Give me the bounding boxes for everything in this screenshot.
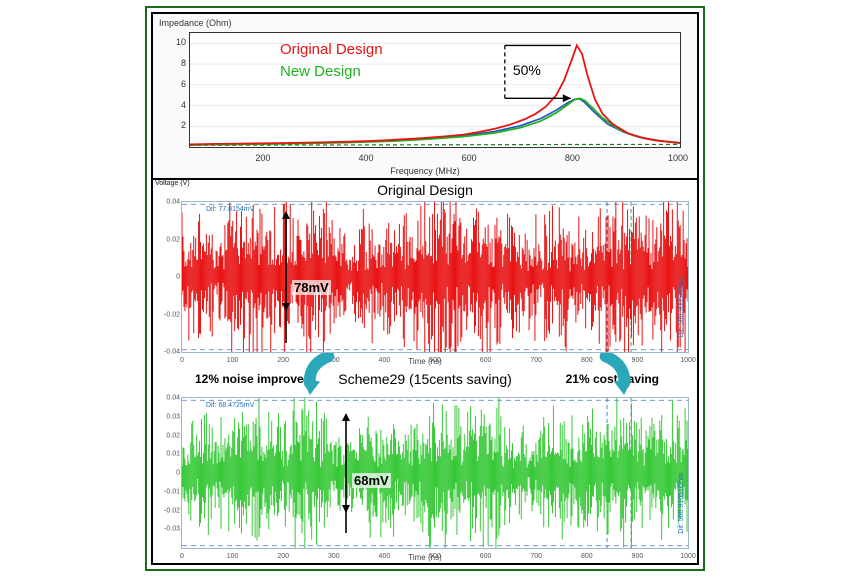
- y-tick: 0.02: [154, 236, 180, 243]
- x-tick: 700: [530, 553, 542, 560]
- x-tick: 1000: [680, 357, 696, 364]
- original-noise-plot: Dif: 77.8154mV Dif: 500.90051Ohm 78mV -0…: [153, 199, 697, 367]
- x-axis-title: Frequency (MHz): [390, 166, 460, 176]
- x-tick: 100: [227, 553, 239, 560]
- y-tick: 10: [170, 37, 186, 47]
- impedance-chart-panel: Impedance (Ohm) Original Design New Desi…: [151, 12, 699, 180]
- x-tick: 1000: [680, 553, 696, 560]
- vspan-arrow-new: [340, 413, 352, 533]
- x-tick: 900: [632, 553, 644, 560]
- y-tick: -0.04: [154, 349, 180, 356]
- legend-original: Original Design: [280, 41, 383, 58]
- new-noise-svg: [182, 398, 688, 548]
- new-mv-label: 68mV: [352, 473, 391, 488]
- marker-diff-bottom: Dif: 68.4725mV: [206, 402, 254, 409]
- y-tick: -0.02: [154, 507, 180, 514]
- original-mv-label: 78mV: [292, 280, 331, 295]
- vspan-arrow-original: [280, 211, 292, 343]
- marker-right-bottom: Dif: 500.91051Ohm: [679, 473, 686, 534]
- x-tick: 700: [530, 357, 542, 364]
- y-tick: -0.01: [154, 488, 180, 495]
- x-tick: 900: [632, 357, 644, 364]
- x-tick: 0: [180, 553, 184, 560]
- y-tick: 0.01: [154, 451, 180, 458]
- x-tick: 200: [255, 153, 270, 163]
- x-tick: 200: [277, 553, 289, 560]
- curved-arrow-right: [597, 353, 631, 395]
- original-noise-svg: [182, 202, 688, 352]
- y-axis-title: Impedance (Ohm): [159, 18, 232, 28]
- y-tick: 0.02: [154, 432, 180, 439]
- y-tick: 0.03: [154, 413, 180, 420]
- noise-improved-label: 12% noise improved: [195, 372, 311, 386]
- y-tick: 0.04: [154, 199, 180, 206]
- new-noise-plot: Dif: 68.4725mV Dif: 500.91051Ohm 68mV -0…: [153, 395, 697, 563]
- x-tick: 400: [379, 553, 391, 560]
- x-tick: 600: [480, 553, 492, 560]
- x-tick: 400: [359, 153, 374, 163]
- y-tick: 2: [170, 120, 186, 130]
- x-tick: 800: [581, 553, 593, 560]
- y-tick: 0.04: [154, 395, 180, 402]
- marker-diff-top: Dif: 77.8154mV: [206, 206, 254, 213]
- original-noise-title: Original Design: [153, 180, 697, 199]
- legend-new: New Design: [280, 63, 361, 80]
- noise-comparison-panel: Original Design Voltage (V) Dif: 77.8154…: [151, 180, 699, 565]
- curved-arrow-left: [303, 353, 337, 395]
- y-tick: 0: [154, 274, 180, 281]
- x-tick: 300: [328, 553, 340, 560]
- y-tick: 0: [154, 470, 180, 477]
- figure-frame: Impedance (Ohm) Original Design New Desi…: [145, 6, 705, 571]
- x-tick: 600: [480, 357, 492, 364]
- x-tick: 1000: [668, 153, 688, 163]
- x-tick: 100: [227, 357, 239, 364]
- y-tick: 4: [170, 100, 186, 110]
- impedance-svg: [190, 33, 680, 147]
- x-tick: 0: [180, 357, 184, 364]
- impedance-plot-area: Original Design New Design 50% 246810200…: [189, 32, 681, 148]
- scheme-title: Scheme29 (15cents saving): [338, 371, 512, 387]
- x-tick: 800: [581, 357, 593, 364]
- x-tick: 800: [565, 153, 580, 163]
- x-tick: 200: [277, 357, 289, 364]
- y-tick: -0.03: [154, 526, 180, 533]
- x-tick: 400: [379, 357, 391, 364]
- marker-right-top: Dif: 500.90051Ohm: [679, 277, 686, 338]
- y-tick: 6: [170, 79, 186, 89]
- annotation-row: 12% noise improved Scheme29 (15cents sav…: [153, 367, 697, 395]
- y-tick: -0.02: [154, 311, 180, 318]
- x-tick: 600: [462, 153, 477, 163]
- y-tick: 8: [170, 58, 186, 68]
